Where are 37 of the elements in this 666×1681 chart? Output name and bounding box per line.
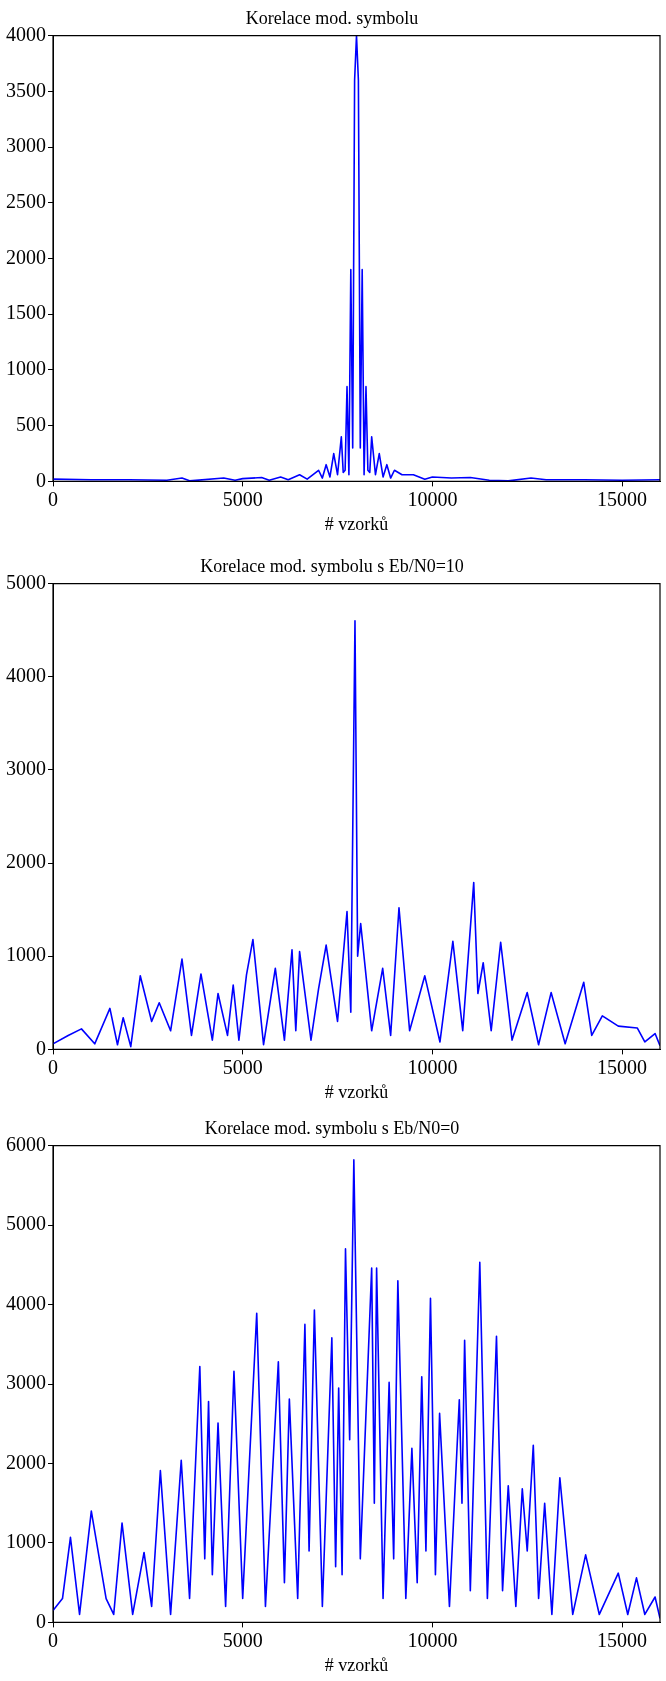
y-tick-label: 3000 — [6, 757, 46, 780]
y-tick-label: 2000 — [6, 850, 46, 873]
y-tick-label: 3000 — [6, 1371, 46, 1394]
y-tick-label: 5000 — [6, 570, 46, 593]
x-tick-label: 10000 — [407, 487, 458, 510]
x-tick-label: 15000 — [597, 1628, 648, 1651]
chart-title: Korelace mod. symbolu — [245, 7, 419, 28]
y-tick-label: 0 — [36, 1609, 46, 1632]
x-tick-label: 10000 — [407, 1628, 458, 1651]
x-tick-label: 15000 — [597, 1055, 648, 1078]
y-tick-label: 4000 — [6, 664, 46, 687]
y-tick-label: 2000 — [6, 245, 46, 268]
x-axis-title: # vzorků — [324, 1654, 389, 1675]
y-tick-label: 1500 — [6, 301, 46, 324]
chart-title: Korelace mod. symbolu s Eb/N0=10 — [200, 555, 464, 576]
y-tick-label: 4000 — [6, 22, 46, 45]
x-tick-label: 5000 — [222, 1055, 263, 1078]
y-tick-label: 1000 — [6, 1530, 46, 1553]
y-tick-label: 1000 — [6, 357, 46, 380]
x-tick-label: 5000 — [222, 1628, 263, 1651]
y-tick-label: 5000 — [6, 1212, 46, 1235]
y-tick-label: 0 — [36, 468, 46, 491]
x-axis-title: # vzorků — [324, 1081, 389, 1102]
chart-title: Korelace mod. symbolu s Eb/N0=0 — [204, 1117, 460, 1138]
x-tick-label: 5000 — [222, 487, 263, 510]
x-tick-label: 15000 — [597, 487, 648, 510]
x-tick-label: 10000 — [407, 1055, 458, 1078]
x-axis-title: # vzorků — [324, 513, 389, 534]
y-tick-label: 3000 — [6, 134, 46, 157]
y-tick-label: 500 — [16, 412, 46, 435]
y-tick-label: 4000 — [6, 1291, 46, 1314]
y-tick-label: 0 — [36, 1036, 46, 1059]
y-tick-label: 1000 — [6, 943, 46, 966]
y-tick-label: 3500 — [6, 78, 46, 101]
y-tick-label: 2500 — [6, 190, 46, 213]
y-tick-label: 2000 — [6, 1450, 46, 1473]
y-tick-label: 6000 — [6, 1132, 46, 1155]
